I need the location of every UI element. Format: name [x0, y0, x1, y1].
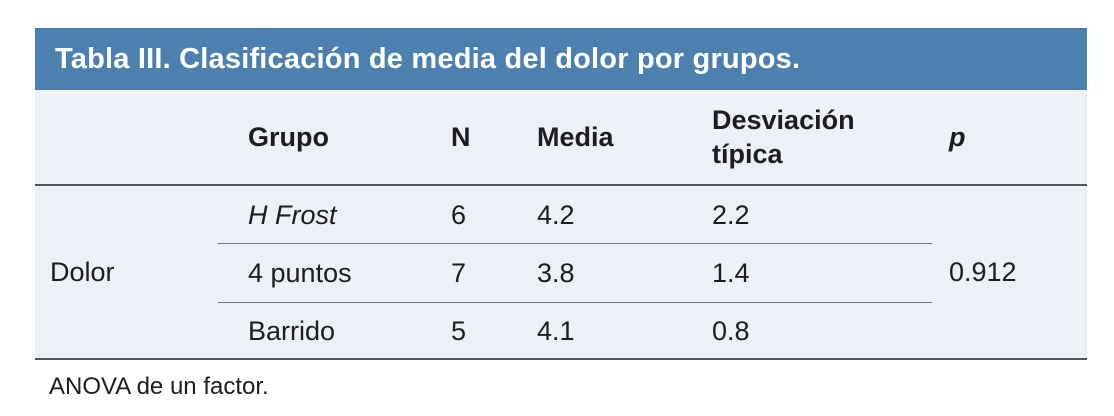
cell-n-4-puntos: 7: [432, 244, 517, 303]
cell-desviacion-barrido: 0.8: [712, 315, 750, 346]
cell-desviacion-4-puntos: 1.4: [695, 244, 932, 303]
cell-n-h-frost: 6: [432, 186, 517, 244]
cell-media-h-frost: 4.2: [517, 186, 695, 244]
column-header-p: p: [932, 90, 1087, 186]
table-footnote: ANOVA de un factor.: [49, 373, 269, 400]
cell-n-barrido: 5: [451, 315, 467, 346]
table-title: Tabla III. Clasificación de media del do…: [55, 43, 801, 75]
cell-p-value: 0.912: [949, 257, 1017, 287]
cell-grupo-h-frost: H Frost: [218, 186, 432, 244]
column-header-grupo: Grupo: [218, 90, 432, 186]
column-header-empty: [35, 90, 218, 186]
cell-grupo-4-puntos: 4 puntos: [218, 244, 432, 303]
cell-media-barrido: 4.1: [537, 315, 575, 346]
anova-pain-table-figure: Tabla III. Clasificación de media del do…: [35, 28, 1087, 401]
cell-media-4-puntos: 3.8: [517, 244, 695, 303]
column-header-media: Media: [517, 90, 695, 186]
cell-grupo-barrido: Barrido: [248, 315, 336, 346]
table-title-bar: Tabla III. Clasificación de media del do…: [35, 28, 1087, 90]
row-group-label-dolor: Dolor: [50, 257, 115, 287]
column-header-n: N: [432, 90, 517, 186]
cell-desviacion-h-frost: 2.2: [695, 186, 932, 244]
data-table: Grupo N Media Desviación típica p Dolor …: [35, 90, 1087, 360]
column-header-desviacion-tipica: Desviación típica: [695, 90, 932, 186]
